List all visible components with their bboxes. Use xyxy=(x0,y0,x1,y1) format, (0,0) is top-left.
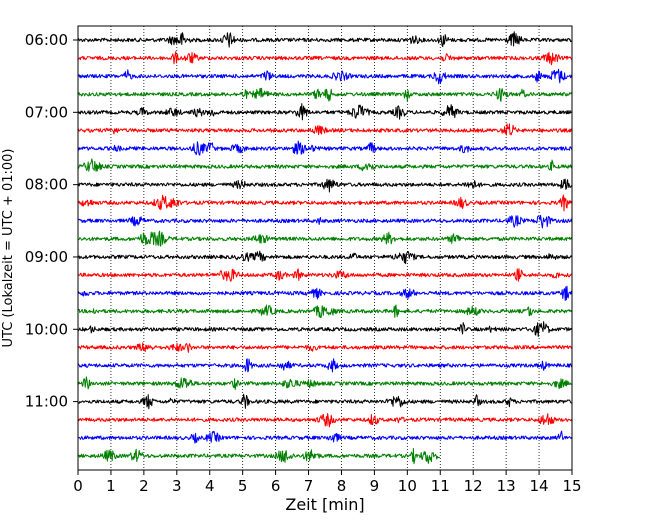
seismogram-trace-1115 xyxy=(77,413,573,428)
x-tick-label: 12 xyxy=(464,477,483,495)
x-tick-label: 8 xyxy=(337,477,347,495)
seismogram-trace-1145 xyxy=(77,448,441,465)
y-tick-label: 11:00 xyxy=(25,393,68,411)
x-tick-label: 6 xyxy=(271,477,281,495)
seismogram-trace-1030 xyxy=(77,358,573,373)
x-tick-label: 0 xyxy=(73,477,83,495)
x-tick-label: 15 xyxy=(562,477,581,495)
seismogram-trace-1000 xyxy=(77,321,573,337)
x-tick-label: 11 xyxy=(431,477,450,495)
x-axis-label: Zeit [min] xyxy=(285,495,364,514)
x-tick-label: 13 xyxy=(497,477,516,495)
x-tick-label: 7 xyxy=(304,477,314,495)
seismogram-trace-1015 xyxy=(77,342,573,353)
y-tick-label: 06:00 xyxy=(25,31,68,49)
y-tick-label: 10:00 xyxy=(25,320,68,338)
seismogram-trace-0745 xyxy=(77,158,573,172)
x-tick-label: 1 xyxy=(106,477,116,495)
x-tick-label: 3 xyxy=(172,477,182,495)
plot-frame xyxy=(77,25,573,471)
seismogram-trace-0845 xyxy=(77,230,573,247)
seismogram-trace-0900 xyxy=(77,250,573,265)
x-tick-label: 10 xyxy=(398,477,417,495)
seismogram-trace-0945 xyxy=(77,304,573,318)
seismogram-trace-0915 xyxy=(77,268,572,282)
vertical-grid xyxy=(110,26,540,470)
seismogram-trace-0715 xyxy=(77,123,573,136)
plot-background xyxy=(78,26,572,470)
seismogram-trace-0800 xyxy=(77,178,573,193)
x-tick-label: 14 xyxy=(530,477,549,495)
seismogram-trace-0700 xyxy=(77,103,573,121)
seismogram-trace-0630 xyxy=(77,68,573,85)
y-tick-label: 08:00 xyxy=(25,176,68,194)
y-tick-label: 09:00 xyxy=(25,248,68,266)
seismogram-trace-0615 xyxy=(77,51,573,66)
y-axis-ticks: 06:00 07:00 08:00 09:00 10:00 11:00 xyxy=(25,31,78,411)
x-tick-label: 2 xyxy=(139,477,149,495)
x-axis-ticks: 0 1 2 3 4 5 6 7 8 9 10 11 12 13 14 15 xyxy=(73,470,582,495)
x-tick-label: 9 xyxy=(370,477,380,495)
seismogram-trace-1045 xyxy=(77,376,573,390)
seismogram-trace-0930 xyxy=(77,285,573,301)
y-tick-label: 07:00 xyxy=(25,103,68,121)
x-tick-label: 5 xyxy=(238,477,248,495)
seismogram-trace-0815 xyxy=(77,194,573,212)
seismogram-trace-0730 xyxy=(77,140,573,156)
seismogram-trace-0600 xyxy=(77,31,573,48)
seismogram-trace-1130 xyxy=(77,430,573,444)
seismogram-trace-0645 xyxy=(77,87,573,102)
x-tick-label: 4 xyxy=(205,477,215,495)
trace-layer xyxy=(77,31,573,465)
y-axis-label: UTC (Lokalzeit = UTC + 01:00) xyxy=(1,149,16,348)
seismogram-trace-0830 xyxy=(77,214,573,229)
seismogram-trace-1100 xyxy=(77,393,573,410)
